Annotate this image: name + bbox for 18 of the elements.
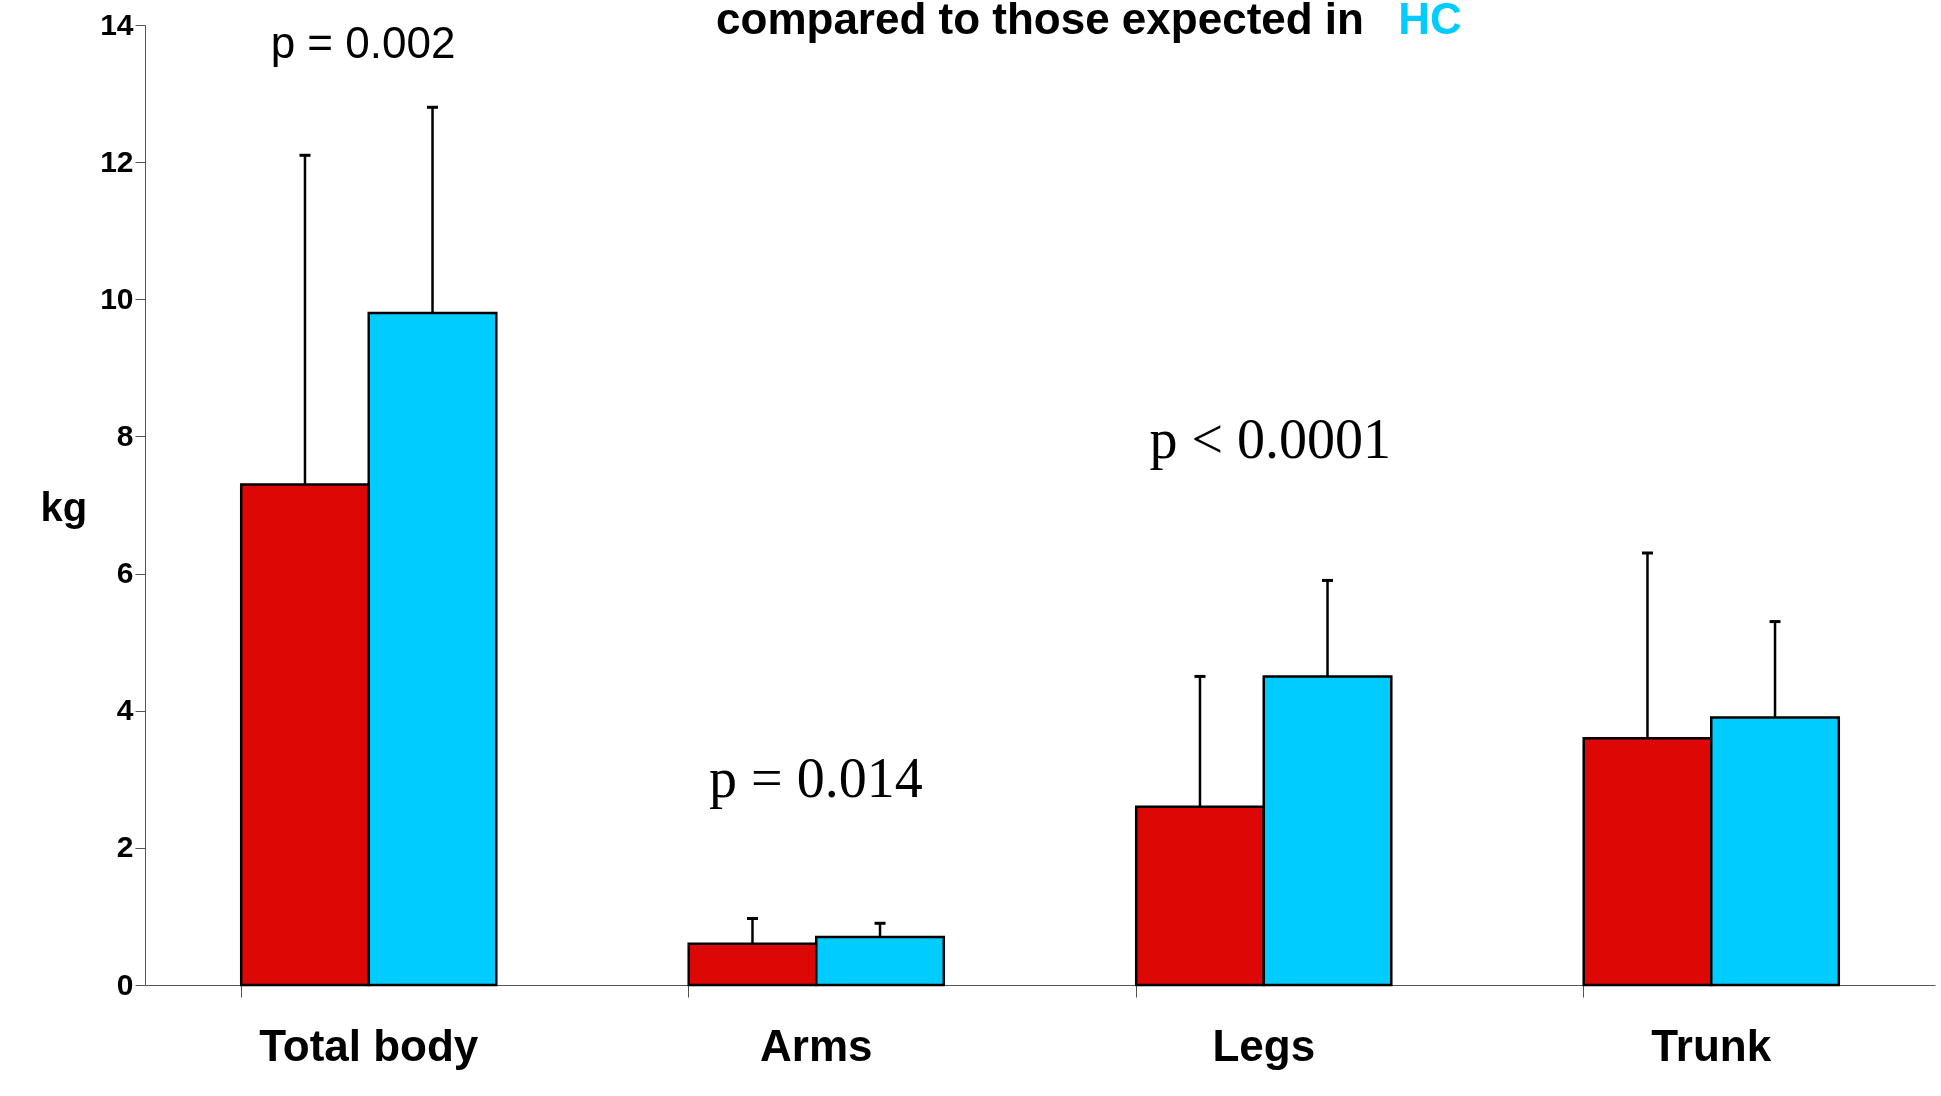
chart-title: compared to those expected in (716, 0, 1364, 43)
y-tick-label: 8 (116, 418, 134, 452)
annotation: p = 0.002 (270, 18, 456, 67)
annotation: p = 0.014 (709, 747, 923, 809)
x-tick-label: Legs (1212, 1020, 1316, 1070)
annotation: HC (1398, 0, 1462, 43)
y-tick-label: 2 (116, 830, 134, 864)
y-tick-label: 14 (100, 7, 134, 41)
y-tick-label: 10 (100, 281, 134, 315)
x-tick-label: Total body (259, 1020, 479, 1070)
annotation: p < 0.0001 (1149, 408, 1391, 470)
x-tick-label: Trunk (1651, 1020, 1772, 1070)
y-axis-title: kg (40, 484, 88, 529)
x-tick-label: Arms (760, 1020, 873, 1070)
y-tick-label: 6 (116, 556, 134, 590)
y-tick-label: 4 (116, 693, 134, 727)
y-tick-label: 0 (116, 967, 134, 1001)
y-tick-label: 12 (100, 144, 134, 178)
